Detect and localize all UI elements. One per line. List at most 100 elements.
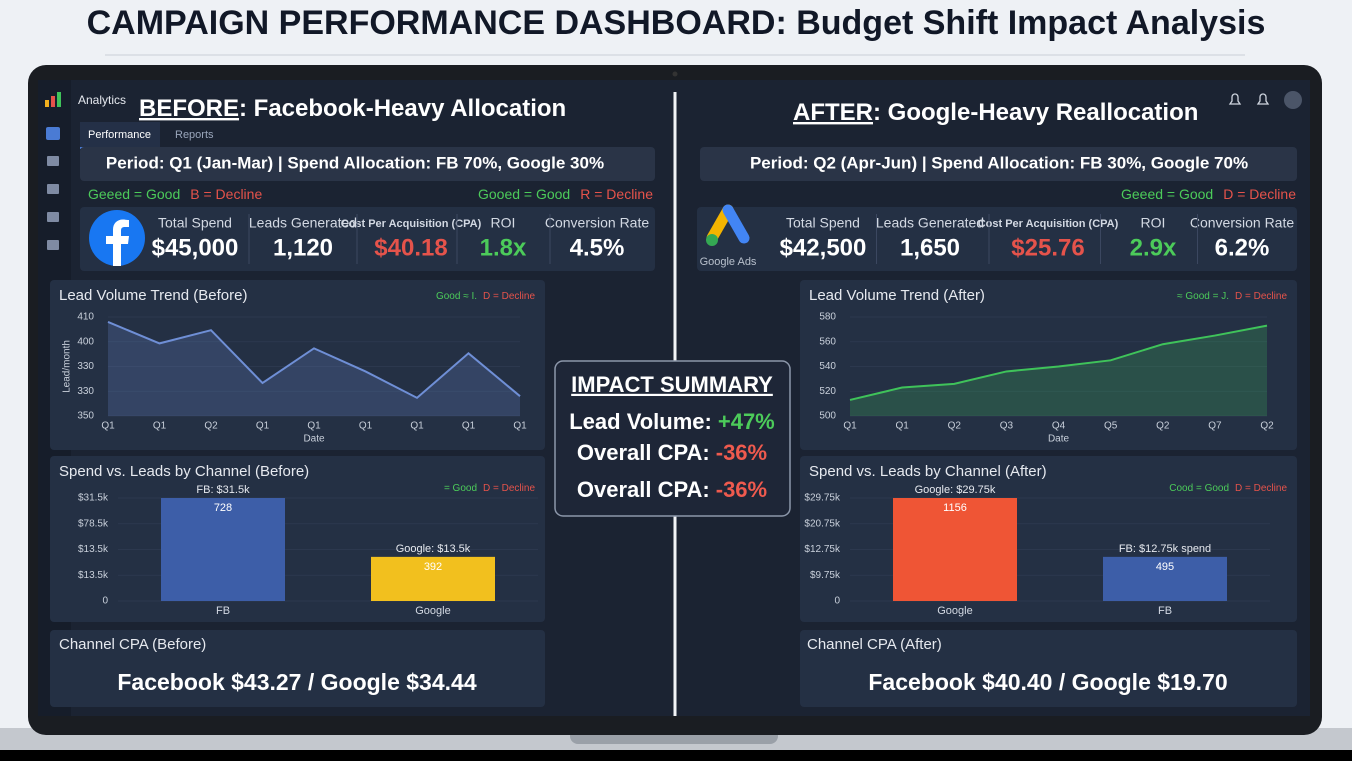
heading-tag: BEFORE bbox=[139, 95, 239, 122]
bar-inner-label: 728 bbox=[214, 502, 232, 514]
cpa-text: Facebook $43.27 / Google $34.44 bbox=[117, 669, 476, 695]
period: Period: Q2 (Apr-Jun) | Spend Allocation:… bbox=[750, 153, 1248, 172]
x-tick-label: Q2 bbox=[204, 421, 218, 432]
kpi-panel bbox=[697, 207, 1297, 271]
y-tick-label: $31.5k bbox=[78, 493, 109, 504]
kpi-columns: Total Spend $45,000 Leads Generated 1,120 Co… bbox=[152, 214, 1294, 264]
camera bbox=[672, 71, 678, 77]
legend-good: Cood = Good bbox=[1169, 483, 1229, 494]
kpi-value: 1,650 bbox=[900, 234, 960, 261]
after-heading: AFTER: Google-Heavy Reallocation bbox=[793, 99, 1198, 126]
x-tick-label: Q1 bbox=[410, 421, 424, 432]
y-tick-label: 330 bbox=[77, 386, 94, 397]
y-tick-label: $78.5k bbox=[78, 518, 109, 529]
bar-label: FB: $12.75k spend bbox=[1119, 543, 1211, 555]
chart-legend: ≈ Good = J. D = Decline bbox=[1177, 291, 1287, 302]
chart-legend: = Good D = Decline bbox=[444, 483, 536, 494]
x-tick-label: Google bbox=[415, 605, 450, 617]
kpi-value: $25.76 bbox=[1011, 234, 1084, 261]
charts: Lead Volume Trend (Before) Good ≈ I. D = D… bbox=[50, 280, 1297, 622]
period-bar bbox=[80, 147, 655, 181]
bar-label: Google: $13.5k bbox=[396, 543, 471, 555]
kpi-label: Leads Generated bbox=[249, 215, 357, 231]
kpi-value: 6.2% bbox=[1215, 234, 1270, 261]
impact-rows: Lead Volume: +47%Overall CPA: -36%Overall … bbox=[569, 409, 775, 502]
line bbox=[849, 324, 1268, 401]
heading-text: : Facebook-Heavy Allocation bbox=[239, 95, 566, 122]
key-decline: B = Decline bbox=[190, 186, 262, 202]
kpi-label: ROI bbox=[491, 215, 516, 231]
x-tick-label: Q1 bbox=[513, 421, 527, 432]
bar-inner-label: 495 bbox=[1156, 561, 1174, 573]
laptop-shadow bbox=[0, 750, 1352, 761]
period-bar bbox=[700, 147, 1297, 181]
y-tick-label: $13.5k bbox=[78, 570, 109, 581]
kpi-value: $45,000 bbox=[152, 234, 239, 261]
x-axis-label: Date bbox=[1048, 434, 1070, 445]
key-decline: R = Decline bbox=[580, 186, 653, 202]
y-tick-label: 500 bbox=[819, 411, 836, 422]
kpi-label: Conversion Rate bbox=[1190, 215, 1294, 231]
app-logo bbox=[45, 92, 61, 107]
cpa-title: Channel CPA (After) bbox=[807, 636, 942, 653]
cpa-panel bbox=[800, 630, 1297, 707]
kpi-value: 2.9x bbox=[1130, 234, 1177, 261]
x-tick-label: FB bbox=[1158, 605, 1172, 617]
kpi-label: ROI bbox=[1141, 215, 1166, 231]
impact-value: +47% bbox=[718, 409, 775, 434]
key-good: Gooed = Good bbox=[478, 186, 570, 202]
x-tick-label: Q1 bbox=[462, 421, 476, 432]
kpi-panel bbox=[80, 207, 655, 271]
line bbox=[107, 321, 521, 400]
kpi-value: 1.8x bbox=[480, 234, 527, 261]
chart-title: Lead Volume Trend (Before) bbox=[59, 287, 247, 304]
y-tick-label: 0 bbox=[834, 596, 840, 607]
x-tick-label: Q2 bbox=[948, 421, 962, 432]
key-good: Geeed = Good bbox=[88, 186, 180, 202]
chart-legend: Good ≈ I. D = Decline bbox=[436, 291, 535, 302]
impact-value: -36% bbox=[716, 440, 767, 465]
y-tick-label: 350 bbox=[77, 411, 94, 422]
cpa-text: Facebook $40.40 / Google $19.70 bbox=[868, 669, 1227, 695]
google-ads-logo bbox=[706, 204, 750, 246]
tab-active-bg bbox=[80, 122, 160, 148]
chart-panel: Lead Volume Trend (After) ≈ Good = J. D = … bbox=[800, 280, 1297, 450]
chart-panel: Lead Volume Trend (Before) Good ≈ I. D = D… bbox=[50, 280, 545, 450]
key: Geeed = Good D = Decline bbox=[1121, 186, 1296, 202]
line-area bbox=[108, 321, 520, 416]
y-tick-label: $20.75k bbox=[804, 518, 841, 529]
kpi-label: Cost Per Acquisition (CPA) bbox=[978, 218, 1119, 230]
tab[interactable]: Reports bbox=[175, 129, 214, 141]
key-good: Geeed = Good bbox=[1121, 186, 1213, 202]
impact-box bbox=[554, 360, 791, 517]
panel-bg bbox=[800, 280, 1297, 450]
legend-decline: D = Decline bbox=[483, 291, 535, 302]
chart-panel: Spend vs. Leads by Channel (After) Cood =… bbox=[800, 456, 1297, 622]
bar bbox=[161, 498, 285, 601]
y-axis-label: Lead/month bbox=[62, 340, 73, 393]
app-name: Analytics bbox=[78, 93, 126, 107]
legend-decline: D = Decline bbox=[1235, 291, 1287, 302]
bar-label: FB: $31.5k bbox=[196, 484, 250, 496]
chart-title: Spend vs. Leads by Channel (Before) bbox=[59, 463, 309, 480]
header-icons[interactable] bbox=[1228, 91, 1302, 109]
x-axis-label: Date bbox=[303, 434, 325, 445]
panel-bg bbox=[50, 280, 545, 450]
legend-good: Good ≈ I. bbox=[436, 291, 477, 302]
page-title: CAMPAIGN PERFORMANCE DASHBOARD: Budget S… bbox=[87, 4, 1266, 42]
sidebar-icons[interactable] bbox=[46, 127, 60, 250]
tab[interactable]: Performance bbox=[88, 129, 151, 141]
chart-title: Lead Volume Trend (After) bbox=[809, 287, 985, 304]
bar-inner-label: 392 bbox=[424, 561, 442, 573]
impact-title: IMPACT SUMMARY bbox=[571, 372, 773, 397]
key: Gooed = Good R = Decline bbox=[478, 186, 653, 202]
bar bbox=[893, 498, 1017, 601]
x-tick-label: Google bbox=[937, 605, 972, 617]
bar bbox=[371, 556, 495, 601]
x-tick-label: FB bbox=[216, 605, 230, 617]
x-tick-label: Q1 bbox=[359, 421, 373, 432]
kpi-label: Conversion Rate bbox=[545, 215, 649, 231]
impact-value: -36% bbox=[716, 477, 767, 502]
